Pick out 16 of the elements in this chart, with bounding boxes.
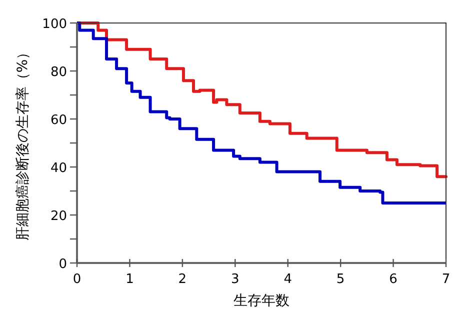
y-tick-label: 40 — [50, 161, 67, 176]
y-tick-label: 0 — [58, 257, 67, 272]
x-axis-title: 生存年数 — [234, 293, 290, 309]
y-tick-label: 20 — [50, 209, 67, 224]
y-tick-label: 100 — [42, 17, 67, 32]
x-tick-label: 7 — [442, 272, 450, 287]
y-tick-label: 80 — [50, 65, 67, 80]
y-tick-label: 60 — [50, 113, 67, 128]
x-tick-label: 5 — [336, 272, 345, 287]
x-tick-label: 2 — [178, 272, 187, 287]
x-tick-label: 0 — [72, 272, 82, 287]
x-tick-label: 3 — [231, 272, 240, 287]
x-tick-label: 6 — [389, 272, 398, 287]
x-tick-label: 1 — [126, 272, 134, 287]
y-axis-title: 肝細胞癌診断後の生存率（%） — [15, 45, 31, 241]
x-tick-label: 4 — [284, 272, 292, 287]
